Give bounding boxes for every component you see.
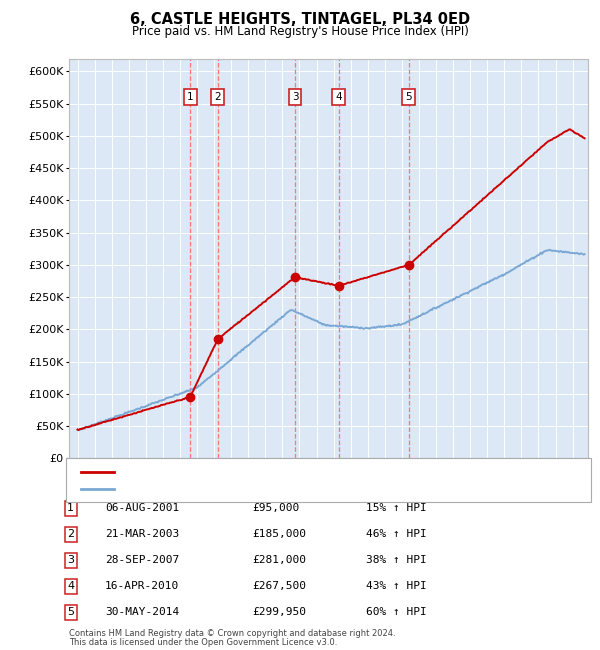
Text: 38% ↑ HPI: 38% ↑ HPI (366, 555, 427, 566)
Text: 4: 4 (67, 581, 74, 592)
Text: 2: 2 (67, 529, 74, 539)
Text: 1: 1 (187, 92, 194, 102)
Text: 30-MAY-2014: 30-MAY-2014 (105, 607, 179, 618)
Text: 21-MAR-2003: 21-MAR-2003 (105, 529, 179, 539)
Text: 28-SEP-2007: 28-SEP-2007 (105, 555, 179, 566)
Text: 3: 3 (292, 92, 298, 102)
Text: Price paid vs. HM Land Registry's House Price Index (HPI): Price paid vs. HM Land Registry's House … (131, 25, 469, 38)
Text: 1: 1 (67, 503, 74, 514)
Text: £267,500: £267,500 (252, 581, 306, 592)
Text: 43% ↑ HPI: 43% ↑ HPI (366, 581, 427, 592)
Text: 46% ↑ HPI: 46% ↑ HPI (366, 529, 427, 539)
Text: 3: 3 (67, 555, 74, 566)
Text: 5: 5 (67, 607, 74, 618)
Text: £95,000: £95,000 (252, 503, 299, 514)
Text: £281,000: £281,000 (252, 555, 306, 566)
Text: 6, CASTLE HEIGHTS, TINTAGEL, PL34 0ED (semi-detached house): 6, CASTLE HEIGHTS, TINTAGEL, PL34 0ED (s… (121, 467, 445, 477)
Text: 60% ↑ HPI: 60% ↑ HPI (366, 607, 427, 618)
Text: 15% ↑ HPI: 15% ↑ HPI (366, 503, 427, 514)
Text: This data is licensed under the Open Government Licence v3.0.: This data is licensed under the Open Gov… (69, 638, 337, 647)
Text: 2: 2 (215, 92, 221, 102)
Text: HPI: Average price, semi-detached house, Cornwall: HPI: Average price, semi-detached house,… (121, 484, 376, 493)
Text: 5: 5 (406, 92, 412, 102)
Text: 06-AUG-2001: 06-AUG-2001 (105, 503, 179, 514)
Text: 16-APR-2010: 16-APR-2010 (105, 581, 179, 592)
Text: 4: 4 (335, 92, 342, 102)
Text: Contains HM Land Registry data © Crown copyright and database right 2024.: Contains HM Land Registry data © Crown c… (69, 629, 395, 638)
Text: 6, CASTLE HEIGHTS, TINTAGEL, PL34 0ED: 6, CASTLE HEIGHTS, TINTAGEL, PL34 0ED (130, 12, 470, 27)
Text: £299,950: £299,950 (252, 607, 306, 618)
Text: £185,000: £185,000 (252, 529, 306, 539)
